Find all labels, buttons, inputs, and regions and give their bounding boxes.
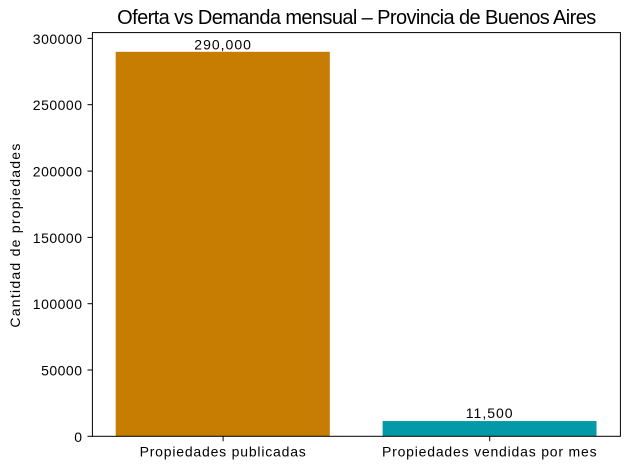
svg-text:100000: 100000 <box>33 296 83 312</box>
svg-text:250000: 250000 <box>33 97 83 113</box>
svg-text:0: 0 <box>74 429 82 445</box>
svg-text:11,500: 11,500 <box>466 405 514 421</box>
svg-text:290,000: 290,000 <box>194 36 252 52</box>
svg-text:200000: 200000 <box>33 164 83 180</box>
svg-text:300000: 300000 <box>33 31 83 47</box>
svg-text:Oferta vs Demanda mensual – Pr: Oferta vs Demanda mensual – Provincia de… <box>117 7 596 29</box>
svg-text:Propiedades publicadas: Propiedades publicadas <box>140 444 307 460</box>
svg-text:150000: 150000 <box>33 230 83 246</box>
svg-text:Cantidad de propiedades: Cantidad de propiedades <box>7 142 23 327</box>
svg-text:50000: 50000 <box>41 363 82 379</box>
svg-text:Propiedades vendidas por mes: Propiedades vendidas por mes <box>382 444 597 460</box>
